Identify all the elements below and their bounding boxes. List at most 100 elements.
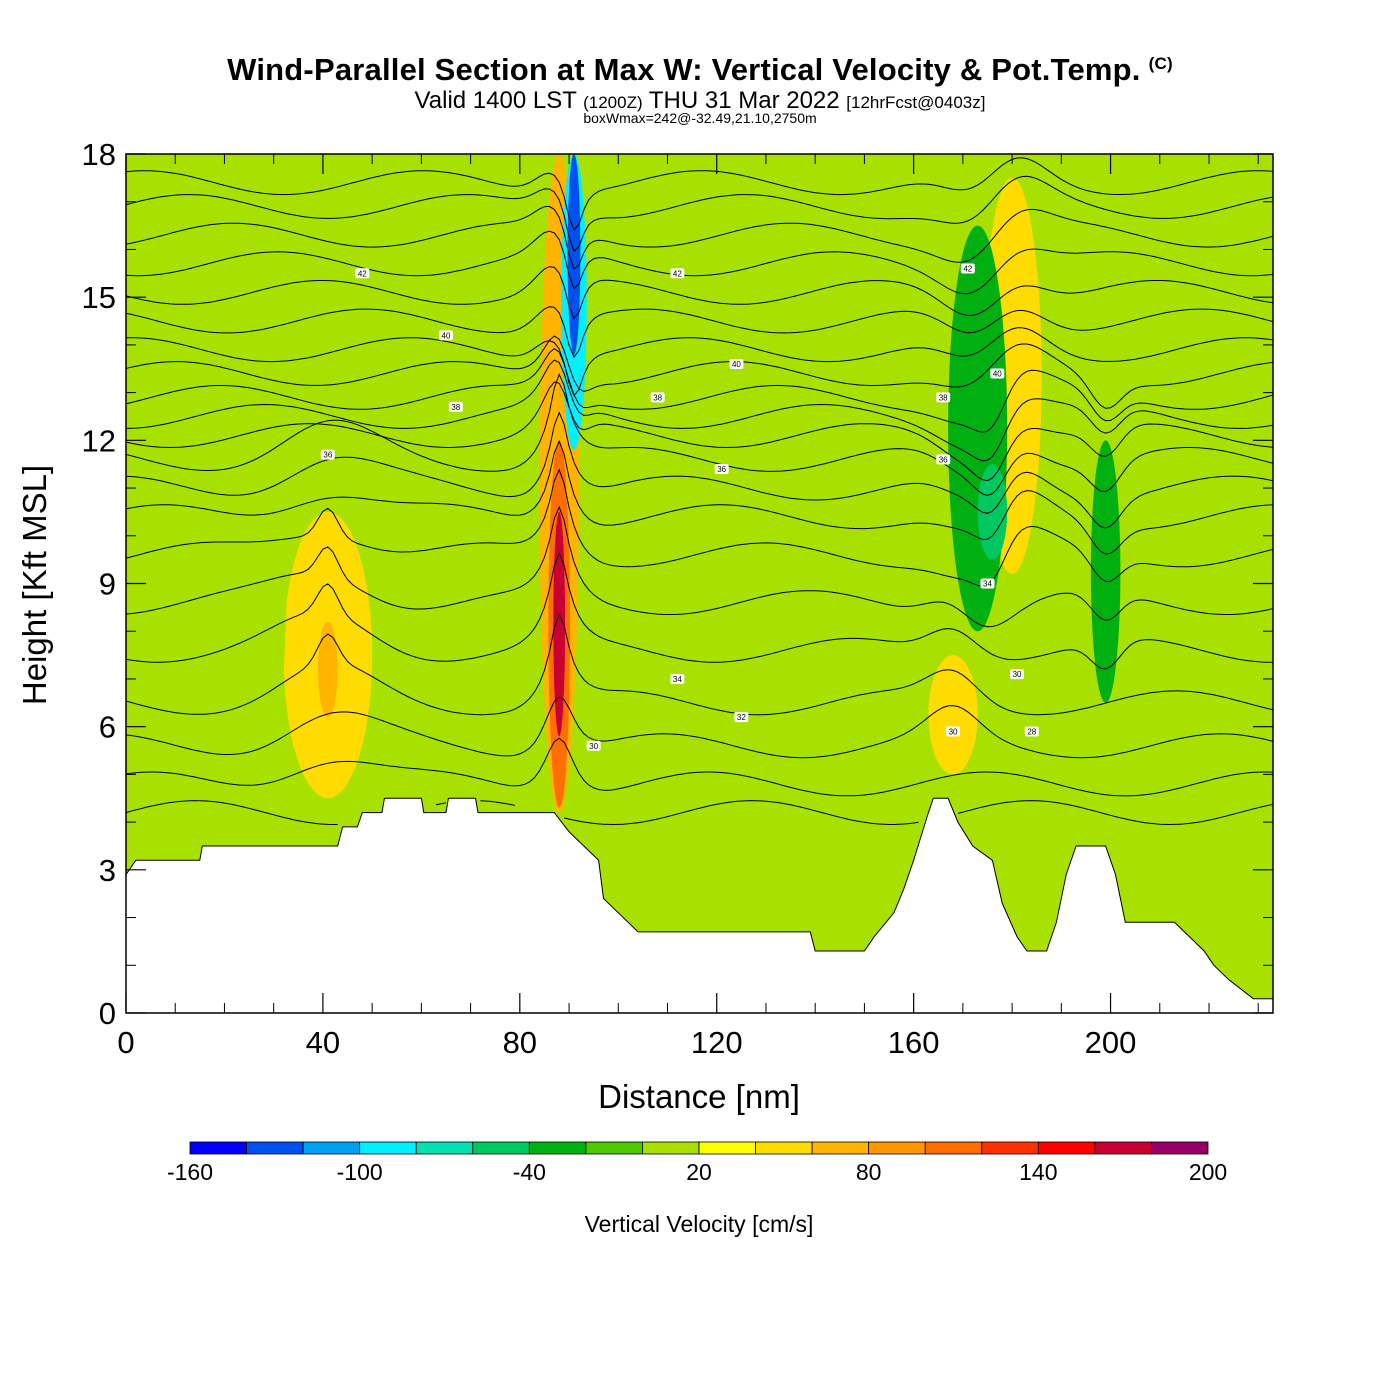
velocity-feature-16 bbox=[682, 249, 752, 632]
colorbar-swatch-17 bbox=[1151, 1141, 1209, 1155]
velocity-feature-10 bbox=[977, 464, 1008, 560]
contour-label-18: 30 bbox=[949, 727, 958, 736]
colorbar-swatch-0 bbox=[189, 1141, 247, 1155]
colorbar-swatch-11 bbox=[811, 1141, 870, 1155]
contour-label-3: 36 bbox=[323, 451, 332, 460]
x-tick-label-0: 0 bbox=[117, 1025, 134, 1060]
contour-label-bg-10 bbox=[586, 740, 601, 751]
contour-label-bg-6 bbox=[650, 392, 665, 403]
colorbar-swatch-14 bbox=[981, 1141, 1039, 1155]
y-tick-label-2: 6 bbox=[99, 710, 116, 745]
contour-label-11: 42 bbox=[963, 265, 972, 274]
colorbar-tick-label-2: -40 bbox=[513, 1159, 546, 1185]
theta-contour-19 bbox=[126, 175, 1273, 252]
colorbar-label: Vertical Velocity [cm/s] bbox=[585, 1211, 814, 1237]
contour-label-bg-16 bbox=[1010, 669, 1025, 680]
contour-label-bg-11 bbox=[960, 263, 975, 274]
theta-contour-7 bbox=[126, 439, 1273, 555]
theta-contour-6 bbox=[126, 468, 1273, 587]
contour-label-bg-9 bbox=[734, 712, 749, 723]
contour-label-7: 36 bbox=[717, 465, 726, 474]
theta-contour-15 bbox=[126, 306, 1273, 359]
chart-subtitle: Valid 1400 LST (1200Z) THU 31 Mar 2022 [… bbox=[0, 87, 1400, 115]
contour-labels: 42 40 38 36 42 40 38 36 34 32 30 42 40 38 36 34 30 28 30 bbox=[320, 263, 1039, 751]
contour-label-13: 38 bbox=[939, 393, 948, 402]
theta-contour-20 bbox=[126, 157, 1273, 231]
y-tick-label-6: 18 bbox=[82, 137, 116, 172]
colorbar-swatch-8 bbox=[642, 1141, 700, 1155]
contour-label-bg-5 bbox=[729, 358, 744, 369]
theta-contour-13 bbox=[126, 335, 1273, 409]
colorbar-swatch-9 bbox=[698, 1141, 756, 1155]
velocity-feature-6 bbox=[317, 621, 338, 718]
contour-label-8: 34 bbox=[673, 675, 682, 684]
theta-contour-18 bbox=[126, 205, 1273, 270]
velocity-feature-15 bbox=[598, 726, 658, 918]
velocity-feature-11 bbox=[1090, 440, 1121, 703]
colorbar-tick-label-5: 140 bbox=[1019, 1159, 1057, 1185]
x-tick-label-4: 160 bbox=[888, 1025, 940, 1060]
contour-label-bg-13 bbox=[936, 392, 951, 403]
x-tick-label-3: 120 bbox=[691, 1025, 743, 1060]
velocity-feature-13 bbox=[229, 154, 289, 823]
theta-contour-2 bbox=[126, 696, 1273, 759]
colorbar-swatch-6 bbox=[528, 1141, 587, 1155]
colorbar-swatch-1 bbox=[246, 1141, 304, 1155]
colorbar-tick-label-0: -160 bbox=[167, 1159, 213, 1185]
contour-label-16: 30 bbox=[1013, 670, 1022, 679]
colorbar-swatch-12 bbox=[868, 1141, 926, 1155]
theta-contour-0 bbox=[126, 800, 1273, 826]
x-axis-label: Distance [nm] bbox=[598, 1078, 800, 1115]
contour-label-bg-15 bbox=[980, 578, 995, 589]
colorbar-swatch-4 bbox=[415, 1141, 474, 1155]
colorbar-swatch-10 bbox=[755, 1141, 813, 1155]
contour-label-17: 28 bbox=[1027, 727, 1036, 736]
contour-label-5: 40 bbox=[732, 360, 741, 369]
contour-label-1: 40 bbox=[442, 331, 451, 340]
subtitle-date: THU 31 Mar 2022 bbox=[648, 87, 840, 114]
y-tick-label-4: 12 bbox=[82, 423, 116, 458]
title-text: Wind-Parallel Section at Max W: Vertical… bbox=[227, 52, 1141, 87]
contour-label-bg-1 bbox=[438, 330, 453, 341]
contour-label-9: 32 bbox=[737, 713, 746, 722]
terrain bbox=[126, 797, 1273, 1013]
y-tick-label-1: 3 bbox=[99, 853, 116, 888]
theta-contour-12 bbox=[126, 347, 1273, 433]
box-wmax-info: boxWmax=242@-32.49,21.10,2750m bbox=[583, 110, 817, 126]
contour-label-bg-17 bbox=[1024, 726, 1039, 737]
contour-label-bg-8 bbox=[670, 673, 685, 684]
x-tick-label-1: 40 bbox=[306, 1025, 340, 1060]
velocity-feature-4 bbox=[567, 154, 581, 355]
contour-label-6: 38 bbox=[653, 393, 662, 402]
contour-label-bg-7 bbox=[714, 463, 729, 474]
contour-label-12: 40 bbox=[993, 370, 1002, 379]
copyright-mark: (C) bbox=[1148, 54, 1173, 73]
theta-contour-10 bbox=[126, 381, 1273, 482]
terrain-mask bbox=[126, 797, 1273, 1013]
theta-contour-11 bbox=[126, 359, 1273, 462]
contour-label-4: 42 bbox=[673, 269, 682, 278]
colorbar-swatch-13 bbox=[924, 1141, 983, 1155]
colorbar: -160 -100 -40 20 80 140 200 bbox=[167, 1141, 1227, 1185]
contour-label-10: 30 bbox=[589, 742, 598, 751]
velocity-feature-8 bbox=[928, 655, 978, 775]
colorbar-tick-label-6: 200 bbox=[1189, 1159, 1227, 1185]
theta-contour-8 bbox=[126, 411, 1273, 529]
velocity-feature-2 bbox=[553, 511, 566, 737]
subtitle-forecast: [12hrFcst@0403z] bbox=[846, 93, 986, 112]
x-tick-label-5: 200 bbox=[1085, 1025, 1137, 1060]
contour-label-2: 38 bbox=[451, 403, 460, 412]
colorbar-tick-label-3: 20 bbox=[686, 1159, 712, 1185]
contour-label-bg-18 bbox=[946, 726, 961, 737]
colorbar-swatch-16 bbox=[1094, 1141, 1152, 1155]
y-tick-label-3: 9 bbox=[99, 567, 116, 602]
theta-contour-3 bbox=[126, 613, 1273, 716]
colorbar-swatch-3 bbox=[359, 1141, 417, 1155]
colorbar-swatch-15 bbox=[1037, 1141, 1096, 1155]
contour-label-15: 34 bbox=[983, 580, 992, 589]
theta-contour-4 bbox=[126, 551, 1273, 670]
contour-label-bg-2 bbox=[448, 401, 463, 412]
colorbar-tick-label-4: 80 bbox=[856, 1159, 882, 1185]
